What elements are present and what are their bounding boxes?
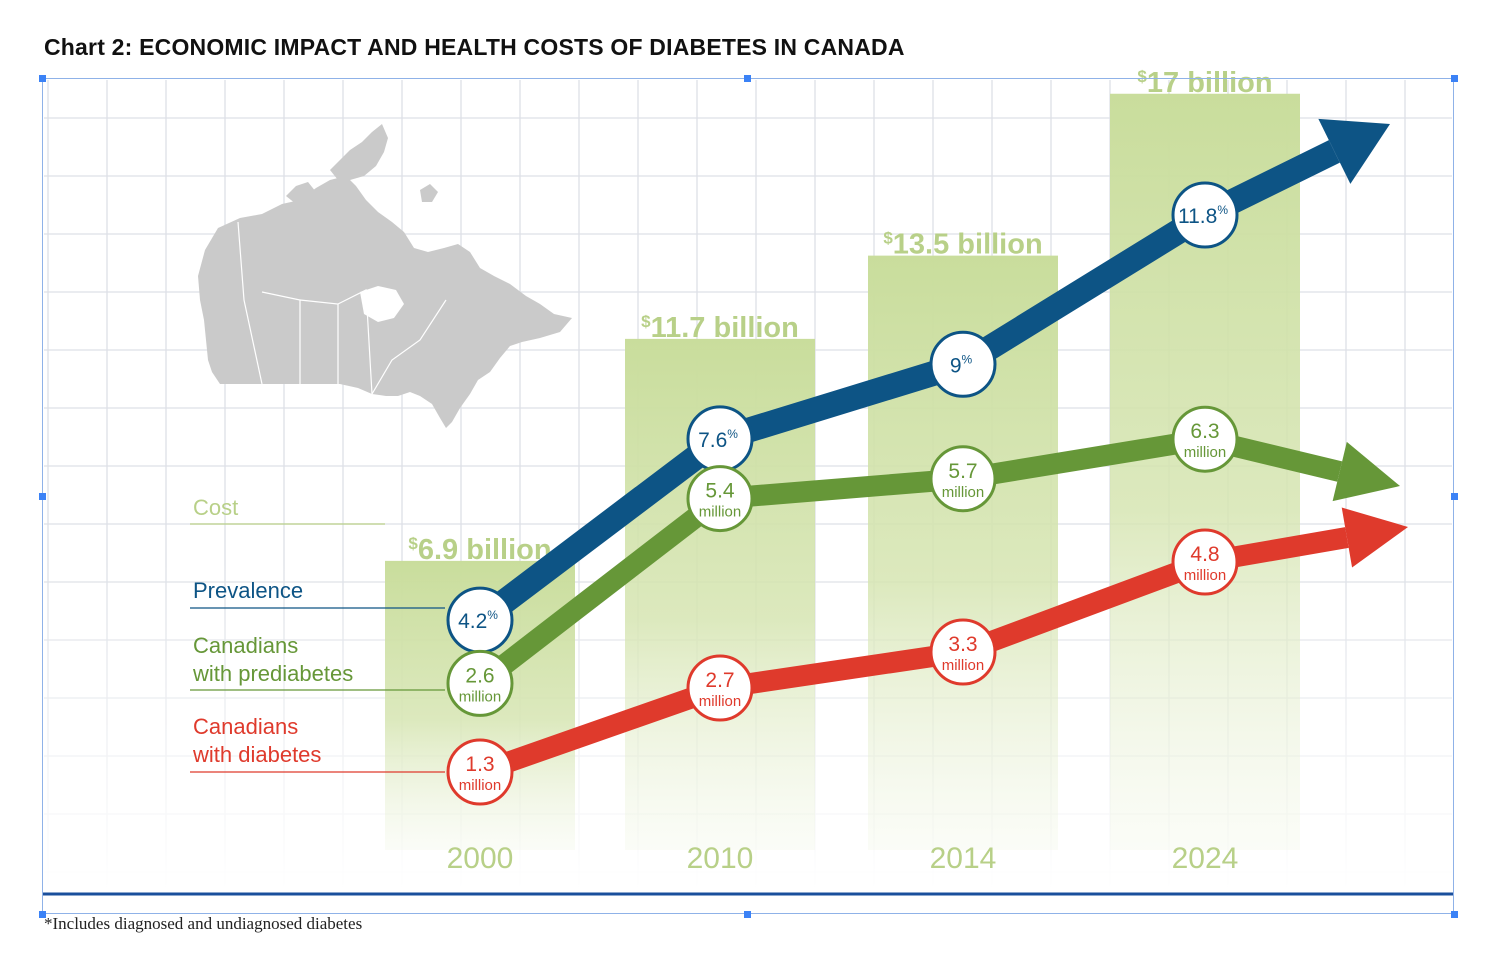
prevalence-2024-marker [1171,181,1239,249]
legend-diabetes-text: with diabetes [192,742,321,767]
canadians-with-prediabetes-2000-unit: million [459,688,502,705]
cost-label-2000: $6.9 billion [408,534,551,566]
canadians-with-prediabetes-2010-unit: million [699,504,742,521]
resize-handle-top-left[interactable] [39,75,46,82]
canadians-with-prediabetes-2014-unit: million [942,484,985,501]
resize-handle-bottom-left[interactable] [39,911,46,918]
resize-handle-bottom[interactable] [744,911,751,918]
cost-label-2024: $17 billion [1137,67,1272,99]
cost-label-2010: $11.7 billion [641,312,799,344]
canada-map-icon [198,124,572,428]
canadians-with-prediabetes-2024-marker [1171,405,1239,473]
canadians-with-diabetes-2014-value: 3.3 [948,633,977,656]
canadians-with-diabetes-2000-unit: million [459,777,502,794]
canadians-with-prediabetes-2024-unit: million [1184,444,1227,461]
resize-handle-right[interactable] [1451,493,1458,500]
canadians-with-diabetes-2024-value: 4.8 [1190,543,1219,566]
resize-handle-top[interactable] [744,75,751,82]
canadians-with-prediabetes-2000-marker [446,649,514,717]
legend-leader-lines: Cost Prevalence Canadians with prediabetes C… [190,495,445,773]
canadians-with-prediabetes-2010-marker [686,465,754,533]
canadians-with-diabetes-2024-unit: million [1184,567,1227,584]
legend-prediabetes-text: with prediabetes [192,661,353,686]
legend-prevalence-text: Prevalence [193,578,303,603]
arrow-prevalence-head [1318,118,1390,184]
canadians-with-diabetes-2010-unit: million [699,693,742,710]
cost-label-2014: $13.5 billion [883,229,1042,261]
x-axis-labels: 2000 2010 2014 2024 [447,842,1239,875]
x-tick-2014: 2014 [930,842,997,875]
resize-handle-top-right[interactable] [1451,75,1458,82]
canadians-with-diabetes-2014-unit: million [942,657,985,674]
canadians-with-prediabetes-2014-marker [929,445,997,513]
arrow-prediabetes-head [1332,441,1400,502]
resize-handle-bottom-right[interactable] [1451,911,1458,918]
x-tick-2000: 2000 [447,842,514,875]
canadians-with-diabetes-2010-marker [686,654,754,722]
x-tick-2024: 2024 [1172,842,1239,875]
prevalence-2014-marker [929,330,997,398]
canadians-with-diabetes-2000-value: 1.3 [465,753,494,776]
canadians-with-diabetes-2014-marker [929,618,997,686]
resize-handle-left[interactable] [39,493,46,500]
canadians-with-diabetes-2010-value: 2.7 [705,669,734,692]
footnote: *Includes diagnosed and undiagnosed diab… [44,914,363,933]
canadians-with-prediabetes-2024-value: 6.3 [1190,420,1219,443]
legend-prediabetes-text: Canadians [193,633,298,658]
legend-cost-text: Cost [193,495,238,520]
x-tick-2010: 2010 [687,842,754,875]
canadians-with-prediabetes-2014-value: 5.7 [948,460,977,483]
legend-diabetes-text: Canadians [193,714,298,739]
chart-title: Chart 2: ECONOMIC IMPACT AND HEALTH COST… [44,34,905,60]
arrow-diabetes-head [1341,507,1408,568]
canadians-with-prediabetes-2000-value: 2.6 [465,664,494,687]
canadians-with-diabetes-2024-marker [1171,528,1239,596]
canadians-with-diabetes-2000-marker [446,738,514,806]
series-markers: 4.2%7.6%9%11.8%2.6million5.4million5.7mi… [446,181,1239,806]
canadians-with-prediabetes-2010-value: 5.4 [705,480,735,503]
